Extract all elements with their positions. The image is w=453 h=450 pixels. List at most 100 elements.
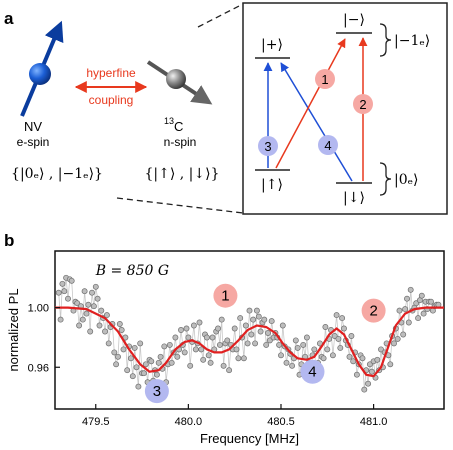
data-point [396, 307, 403, 314]
data-point [218, 316, 225, 323]
peak-badge-circle [361, 298, 386, 323]
data-point [322, 324, 329, 330]
data-point [233, 346, 240, 353]
group-bottom-label: |0ₑ⟩ [394, 172, 419, 188]
data-point [278, 352, 284, 359]
data-point [174, 353, 181, 360]
data-point [142, 361, 149, 368]
data-point [215, 325, 221, 332]
nv-spin-icon [20, 20, 64, 117]
data-point [113, 361, 120, 368]
data-point [94, 295, 101, 302]
data-point [348, 333, 355, 339]
data-point [203, 334, 210, 341]
data-point [289, 362, 296, 369]
data-point [200, 356, 207, 363]
panel-a-label: a [4, 9, 14, 28]
data-point [329, 352, 336, 359]
data-point [220, 362, 227, 369]
svg-text:4: 4 [324, 138, 331, 153]
data-point [55, 289, 62, 296]
nv-name: NV [24, 119, 42, 134]
level-up-label: |↑⟩ [261, 177, 283, 193]
data-point [90, 303, 97, 310]
data-point [166, 341, 173, 348]
data-point [242, 322, 249, 329]
data-point [276, 341, 283, 348]
peak-badge-circle [144, 379, 169, 404]
data-point [324, 346, 331, 353]
data-point [237, 315, 244, 322]
level-plus-label: |+⟩ [261, 37, 283, 53]
data-point [420, 310, 427, 317]
transition-4-arrow [280, 62, 353, 182]
data-point [361, 386, 368, 393]
energy-level-box [242, 2, 448, 215]
transition-3-badge: 3 [258, 136, 278, 156]
brace-top [379, 23, 392, 57]
carbon-spin-icon [146, 60, 213, 105]
data-point [268, 318, 275, 325]
carbon-mass-number: 13 [164, 116, 174, 126]
data-point [137, 340, 144, 347]
data-point [92, 283, 99, 290]
data-point [83, 310, 90, 317]
data-point [207, 359, 214, 366]
data-point [190, 322, 197, 329]
data-point [405, 319, 412, 326]
data-point [407, 286, 414, 293]
svg-text:3: 3 [264, 139, 271, 154]
data-point [102, 328, 108, 335]
data-point [300, 341, 307, 348]
data-point [418, 292, 425, 299]
data-point [428, 298, 434, 305]
svg-text:2: 2 [359, 97, 366, 112]
data-point [265, 330, 271, 336]
data-point [283, 359, 290, 366]
data-point [337, 344, 344, 351]
data-point [261, 316, 268, 323]
data-point [248, 331, 255, 338]
peak-badge-label: 2 [369, 303, 377, 320]
data-point [124, 367, 131, 374]
data-point [76, 322, 83, 329]
data-point [118, 327, 125, 333]
peak-badge-label: 4 [308, 364, 316, 381]
data-point [209, 334, 216, 341]
pl-chart: 479.5 480.0 480.5 481.0 0.96 1.00 Frequency [M… [6, 250, 445, 446]
data-point [168, 359, 175, 366]
data-point [400, 331, 407, 338]
peak-badge-circle [300, 359, 325, 384]
level-minus-label: |−⟩ [343, 12, 365, 28]
plot-frame [54, 250, 445, 410]
data-point [205, 352, 212, 359]
data-point [133, 364, 140, 371]
data-point [103, 312, 110, 319]
data-point [187, 362, 194, 369]
data-point [252, 340, 259, 347]
data-point [353, 371, 360, 378]
data-point [335, 335, 342, 342]
data-point [85, 301, 92, 308]
data-point [172, 334, 179, 341]
data-point [135, 383, 142, 390]
nv-basis: {|0ₑ⟩ , |−1ₑ⟩} [11, 166, 103, 182]
data-point [148, 358, 155, 365]
data-point [120, 346, 127, 353]
data-point [57, 316, 64, 323]
data-point [155, 359, 162, 366]
data-point [253, 307, 260, 314]
data-point [116, 321, 123, 327]
field-annotation: B = 850 G [95, 263, 169, 279]
data-point [387, 361, 394, 368]
data-point [279, 322, 286, 329]
data-point [244, 340, 251, 347]
brace-bottom [379, 162, 392, 196]
data-point [111, 349, 118, 356]
peak-badge-label: 3 [153, 383, 161, 400]
data-point [226, 367, 233, 374]
data-point [415, 315, 422, 322]
group-top-label: |−1ₑ⟩ [394, 33, 430, 49]
data-point [231, 325, 238, 332]
